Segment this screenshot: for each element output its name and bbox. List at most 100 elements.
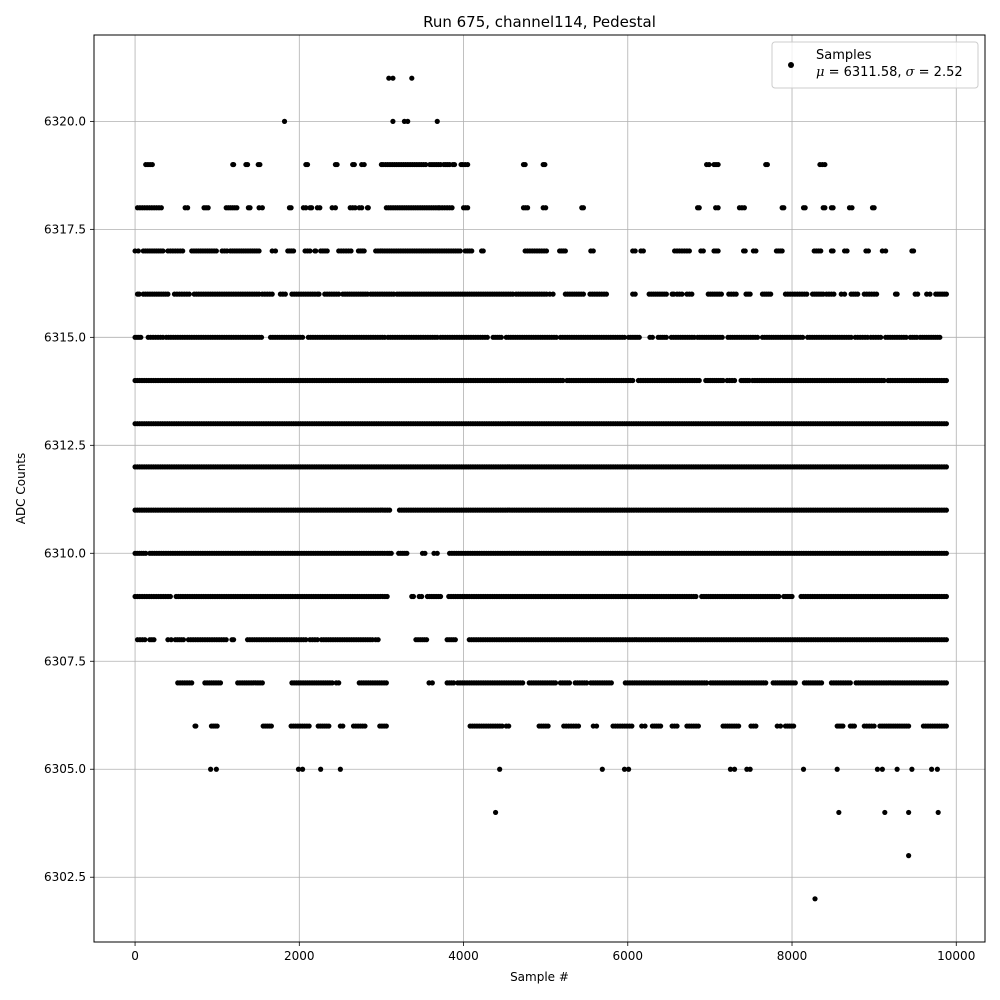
data-point xyxy=(768,291,774,297)
data-point xyxy=(865,248,871,254)
data-point xyxy=(636,334,642,340)
data-point xyxy=(804,291,810,297)
data-point xyxy=(686,248,692,254)
data-point xyxy=(822,205,828,211)
data-point xyxy=(727,766,734,772)
data-point xyxy=(142,637,148,643)
data-point xyxy=(906,723,912,729)
data-point xyxy=(165,291,171,297)
data-point xyxy=(316,291,322,297)
data-point xyxy=(736,723,742,729)
data-point xyxy=(731,766,738,772)
data-point xyxy=(849,205,855,211)
data-point xyxy=(943,637,950,643)
data-point xyxy=(663,291,669,297)
data-point xyxy=(231,637,237,643)
data-point xyxy=(269,291,275,297)
data-point xyxy=(303,205,309,211)
legend-sigma-value: = 2.52 xyxy=(915,65,963,80)
x-tick-label: 8000 xyxy=(777,949,808,963)
data-point xyxy=(217,680,224,686)
data-point xyxy=(149,161,155,168)
data-point xyxy=(943,291,950,297)
data-point xyxy=(552,680,559,686)
data-point xyxy=(878,334,884,340)
chart-title: Run 675, channel114, Pedestal xyxy=(423,13,656,31)
y-tick-label: 6317.5 xyxy=(44,222,86,236)
data-point xyxy=(927,291,933,297)
data-point xyxy=(259,205,265,211)
data-point xyxy=(848,334,854,340)
data-point xyxy=(386,75,392,81)
data-point xyxy=(167,593,173,600)
data-point xyxy=(138,334,144,340)
data-point xyxy=(943,723,950,729)
data-point xyxy=(259,680,265,686)
data-point xyxy=(855,291,861,297)
data-point xyxy=(937,334,943,340)
data-point xyxy=(818,680,825,686)
data-point xyxy=(844,248,850,254)
data-point xyxy=(929,766,935,772)
data-point xyxy=(802,205,808,211)
data-point xyxy=(812,896,818,902)
data-point xyxy=(168,637,174,643)
data-point xyxy=(894,291,900,297)
y-tick-label: 6320.0 xyxy=(44,114,86,128)
data-point xyxy=(632,248,638,254)
data-point xyxy=(288,205,294,211)
data-point xyxy=(295,766,302,772)
data-point xyxy=(223,637,229,643)
data-point xyxy=(791,723,797,729)
data-point xyxy=(405,118,411,124)
data-point xyxy=(935,809,941,816)
data-point xyxy=(452,637,458,643)
data-point xyxy=(390,75,396,81)
data-point xyxy=(763,680,769,686)
data-point xyxy=(841,291,848,297)
data-point xyxy=(779,248,785,254)
legend-box xyxy=(771,41,979,89)
data-point xyxy=(742,248,748,254)
data-point xyxy=(704,680,710,686)
data-point xyxy=(282,291,288,297)
data-point xyxy=(719,334,725,340)
x-tick-label: 2000 xyxy=(284,949,315,963)
data-point xyxy=(336,291,342,297)
data-point xyxy=(658,723,664,729)
data-point xyxy=(375,637,381,643)
x-tick-label: 4000 xyxy=(448,949,479,963)
data-point xyxy=(499,723,505,729)
data-point xyxy=(830,248,836,254)
data-point xyxy=(457,248,463,254)
data-point xyxy=(362,723,368,729)
data-point xyxy=(943,377,950,384)
axis-ticks: 0 2000 4000 6000 8000 10000 6302.5 6305.0 6307.5… xyxy=(44,114,975,963)
data-point xyxy=(469,248,475,254)
data-point xyxy=(213,766,219,772)
data-point xyxy=(244,161,251,168)
data-point xyxy=(334,161,340,168)
data-point xyxy=(281,118,288,124)
data-point xyxy=(214,723,220,729)
data-point xyxy=(792,680,798,686)
data-point xyxy=(741,205,747,211)
data-point xyxy=(715,161,721,168)
data-point xyxy=(451,680,457,686)
data-point xyxy=(423,637,430,643)
data-point xyxy=(419,593,425,600)
data-point xyxy=(314,637,320,643)
data-point xyxy=(871,723,877,729)
legend-marker xyxy=(788,62,794,68)
data-point xyxy=(674,723,680,729)
data-point xyxy=(874,291,880,297)
data-point xyxy=(383,723,389,729)
data-point xyxy=(180,248,186,254)
data-point xyxy=(881,377,887,384)
y-tick-label: 6312.5 xyxy=(44,438,86,452)
legend-mu-value: = 6311.58, xyxy=(824,65,905,80)
data-point xyxy=(640,248,646,254)
data-point xyxy=(584,680,590,686)
